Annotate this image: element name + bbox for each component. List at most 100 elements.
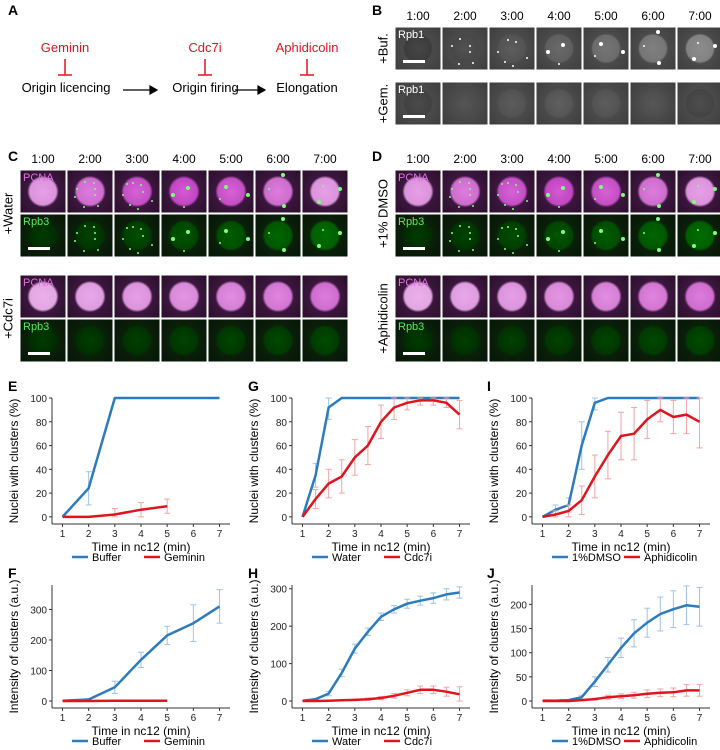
cluster-spot xyxy=(219,198,222,200)
cluster-spot xyxy=(657,203,662,208)
micrograph-frame xyxy=(442,275,488,318)
series-line-buffer xyxy=(61,396,220,518)
time-label: 1:00 xyxy=(31,152,55,166)
cluster-spot xyxy=(514,184,517,187)
cluster-spot xyxy=(457,63,460,66)
chart-i: 0 20 40 60 80 100 1 2 3 4 5 6 7 Time in nc12 (min) Nuc… xyxy=(487,394,710,564)
channel-label: Rpb1 xyxy=(398,29,425,41)
y-tick-label: 80 xyxy=(276,418,288,429)
channel-label: PCNA xyxy=(398,172,429,184)
micrograph-frame xyxy=(489,170,535,213)
cluster-spot xyxy=(182,206,185,208)
x-tick-label: 4 xyxy=(138,713,144,724)
legend-label: Cdc7i xyxy=(404,736,432,748)
y-tick-label: 60 xyxy=(276,442,288,453)
micrograph-frame xyxy=(395,170,441,213)
cluster-spot xyxy=(512,207,515,210)
time-label: 1:00 xyxy=(406,152,430,166)
cluster-spot xyxy=(142,190,144,193)
cluster-spot xyxy=(467,182,470,185)
x-tick-label: 4 xyxy=(378,713,384,724)
x-tick-label: 3 xyxy=(112,713,118,724)
time-label: 3:00 xyxy=(500,152,524,166)
cluster-spot xyxy=(469,44,472,47)
cluster-spot xyxy=(448,239,451,242)
step-origin-licencing: Origin licencing xyxy=(21,80,111,95)
micrograph-frame xyxy=(442,170,488,213)
x-tick-label: 7 xyxy=(697,529,703,540)
y-tick-label: 20 xyxy=(516,489,528,500)
cluster-spot xyxy=(500,227,503,230)
cluster-spot xyxy=(500,183,503,186)
y-tick-label: 100 xyxy=(270,660,287,671)
time-label: 5:00 xyxy=(594,9,618,23)
y-tick-label: 0 xyxy=(281,513,287,524)
cluster-spot xyxy=(82,250,85,253)
x-tick-label: 5 xyxy=(644,713,650,724)
cluster-spot xyxy=(185,186,190,191)
cluster-spot xyxy=(472,62,475,65)
cluster-spot xyxy=(517,190,519,193)
cluster-spot xyxy=(142,234,144,237)
micrograph-frame xyxy=(583,275,629,318)
series-line-cdc7i xyxy=(302,688,460,703)
y-tick-label: 50 xyxy=(516,673,528,684)
y-tick-label: 0 xyxy=(521,513,527,524)
x-tick-label: 1 xyxy=(300,529,306,540)
cluster-spot xyxy=(504,203,507,206)
micrograph-frame xyxy=(630,170,676,213)
cluster-spot xyxy=(94,187,97,190)
micrograph-frame xyxy=(302,275,348,318)
time-label: 2:00 xyxy=(78,152,102,166)
x-tick-label: 6 xyxy=(671,529,677,540)
cluster-spot xyxy=(317,200,322,205)
cluster-spot xyxy=(150,243,153,246)
legend-label: Buffer xyxy=(92,552,121,564)
x-tick-label: 2 xyxy=(326,713,332,724)
cluster-spot xyxy=(696,229,699,232)
condition-label: +Aphidicolin xyxy=(375,283,391,354)
micrograph-frame xyxy=(20,275,66,318)
cluster-spot xyxy=(92,182,95,185)
micrograph-frame xyxy=(67,170,113,213)
chart-e: 0 20 40 60 80 100 1 2 3 4 5 6 7 Time in nc12 (min) Nuc… xyxy=(7,394,230,564)
cluster-spot xyxy=(83,224,86,227)
condition-label: +Water xyxy=(0,192,16,235)
panel-label-f: F xyxy=(8,565,17,581)
x-tick-label: 6 xyxy=(671,713,677,724)
cluster-spot xyxy=(92,226,95,229)
y-tick-label: 0 xyxy=(521,697,527,708)
inhibition-marks xyxy=(58,59,314,76)
time-label: 2:00 xyxy=(453,9,477,23)
time-label: 6:00 xyxy=(641,152,665,166)
cluster-spot xyxy=(93,193,96,196)
cluster-spot xyxy=(321,185,324,188)
micrograph-frame xyxy=(677,214,720,257)
y-axis-label: Intensity of clusters (a.u.) xyxy=(487,579,501,713)
series-line-geminin xyxy=(62,504,168,519)
cluster-spot xyxy=(93,237,96,240)
time-label: 7:00 xyxy=(688,152,712,166)
pathway-arrows xyxy=(123,84,267,96)
channel-label: Rpb3 xyxy=(398,321,425,333)
micrograph-frame xyxy=(67,275,113,318)
y-tick-label: 100 xyxy=(510,649,527,660)
condition-label: +Gem. xyxy=(375,83,391,124)
cluster-spot xyxy=(468,193,471,196)
condition-label: +1% DMSO xyxy=(375,179,391,248)
step-origin-firing: Origin firing xyxy=(172,80,239,95)
time-label: 6:00 xyxy=(641,9,665,23)
cluster-spot xyxy=(642,44,645,47)
cluster-spot xyxy=(125,183,128,186)
cluster-spot xyxy=(514,41,517,44)
series-line-aphidicolin xyxy=(542,689,700,703)
micrograph-frame xyxy=(67,319,113,362)
cluster-spot xyxy=(546,192,551,197)
x-tick-label: 5 xyxy=(644,529,650,540)
cluster-spot xyxy=(132,182,135,185)
cluster-spot xyxy=(282,203,287,208)
cluster-spot xyxy=(525,56,528,59)
micrograph-frame xyxy=(208,170,254,213)
cluster-spot xyxy=(507,39,510,42)
legend-label: Water xyxy=(332,736,361,748)
